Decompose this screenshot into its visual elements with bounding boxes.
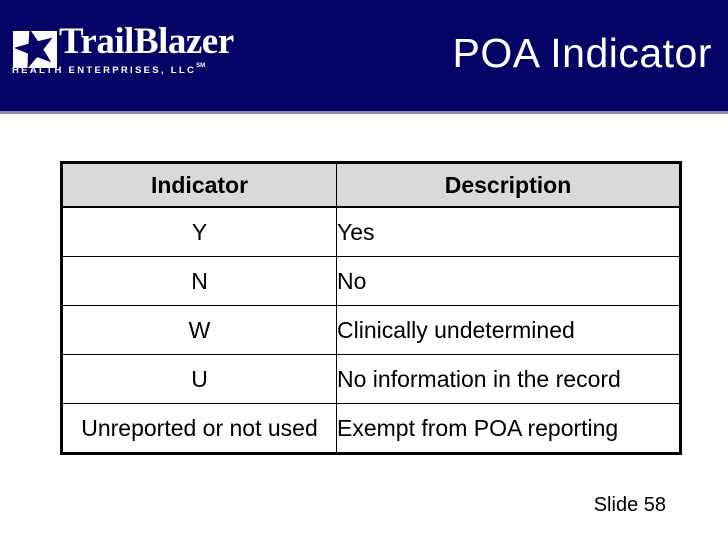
column-header-description: Description xyxy=(336,162,681,208)
table-row: Y Yes xyxy=(61,206,681,257)
table-row: W Clinically undetermined xyxy=(61,305,681,355)
table-cell-indicator: Unreported or not used xyxy=(61,403,337,454)
poa-indicator-table: Indicator Description Y Yes N No W Clini… xyxy=(60,161,682,455)
logo-service-mark: SM xyxy=(196,63,206,69)
table-row: U No information in the record xyxy=(61,354,681,404)
column-header-indicator: Indicator xyxy=(61,162,337,208)
table-cell-indicator: Y xyxy=(61,206,337,257)
trailblazer-logo: TrailBlazer HEALTH ENTERPRISES, LLCSM xyxy=(11,16,241,86)
logo-subtitle-text: HEALTH ENTERPRISES, LLC xyxy=(12,65,197,76)
table-cell-description: Yes xyxy=(336,206,681,257)
logo-name: TrailBlazer xyxy=(59,21,234,62)
table-cell-indicator: W xyxy=(61,305,337,355)
table-cell-description: No xyxy=(336,256,681,306)
star-icon xyxy=(13,28,57,69)
slide-number: Slide 58 xyxy=(593,494,666,516)
slide-header: TrailBlazer HEALTH ENTERPRISES, LLCSM PO… xyxy=(0,0,728,114)
page-title: POA Indicator xyxy=(452,30,712,76)
table-cell-description: Exempt from POA reporting xyxy=(336,403,681,454)
logo-subtitle: HEALTH ENTERPRISES, LLCSM xyxy=(12,63,205,76)
table-header-row: Indicator Description xyxy=(61,162,681,208)
table-row: N No xyxy=(61,256,681,306)
table-cell-description: Clinically undetermined xyxy=(336,305,681,355)
table-cell-description: No information in the record xyxy=(336,354,681,404)
table-row: Unreported or not used Exempt from POA r… xyxy=(61,403,681,454)
table-cell-indicator: N xyxy=(61,256,337,306)
table-cell-indicator: U xyxy=(61,354,337,404)
